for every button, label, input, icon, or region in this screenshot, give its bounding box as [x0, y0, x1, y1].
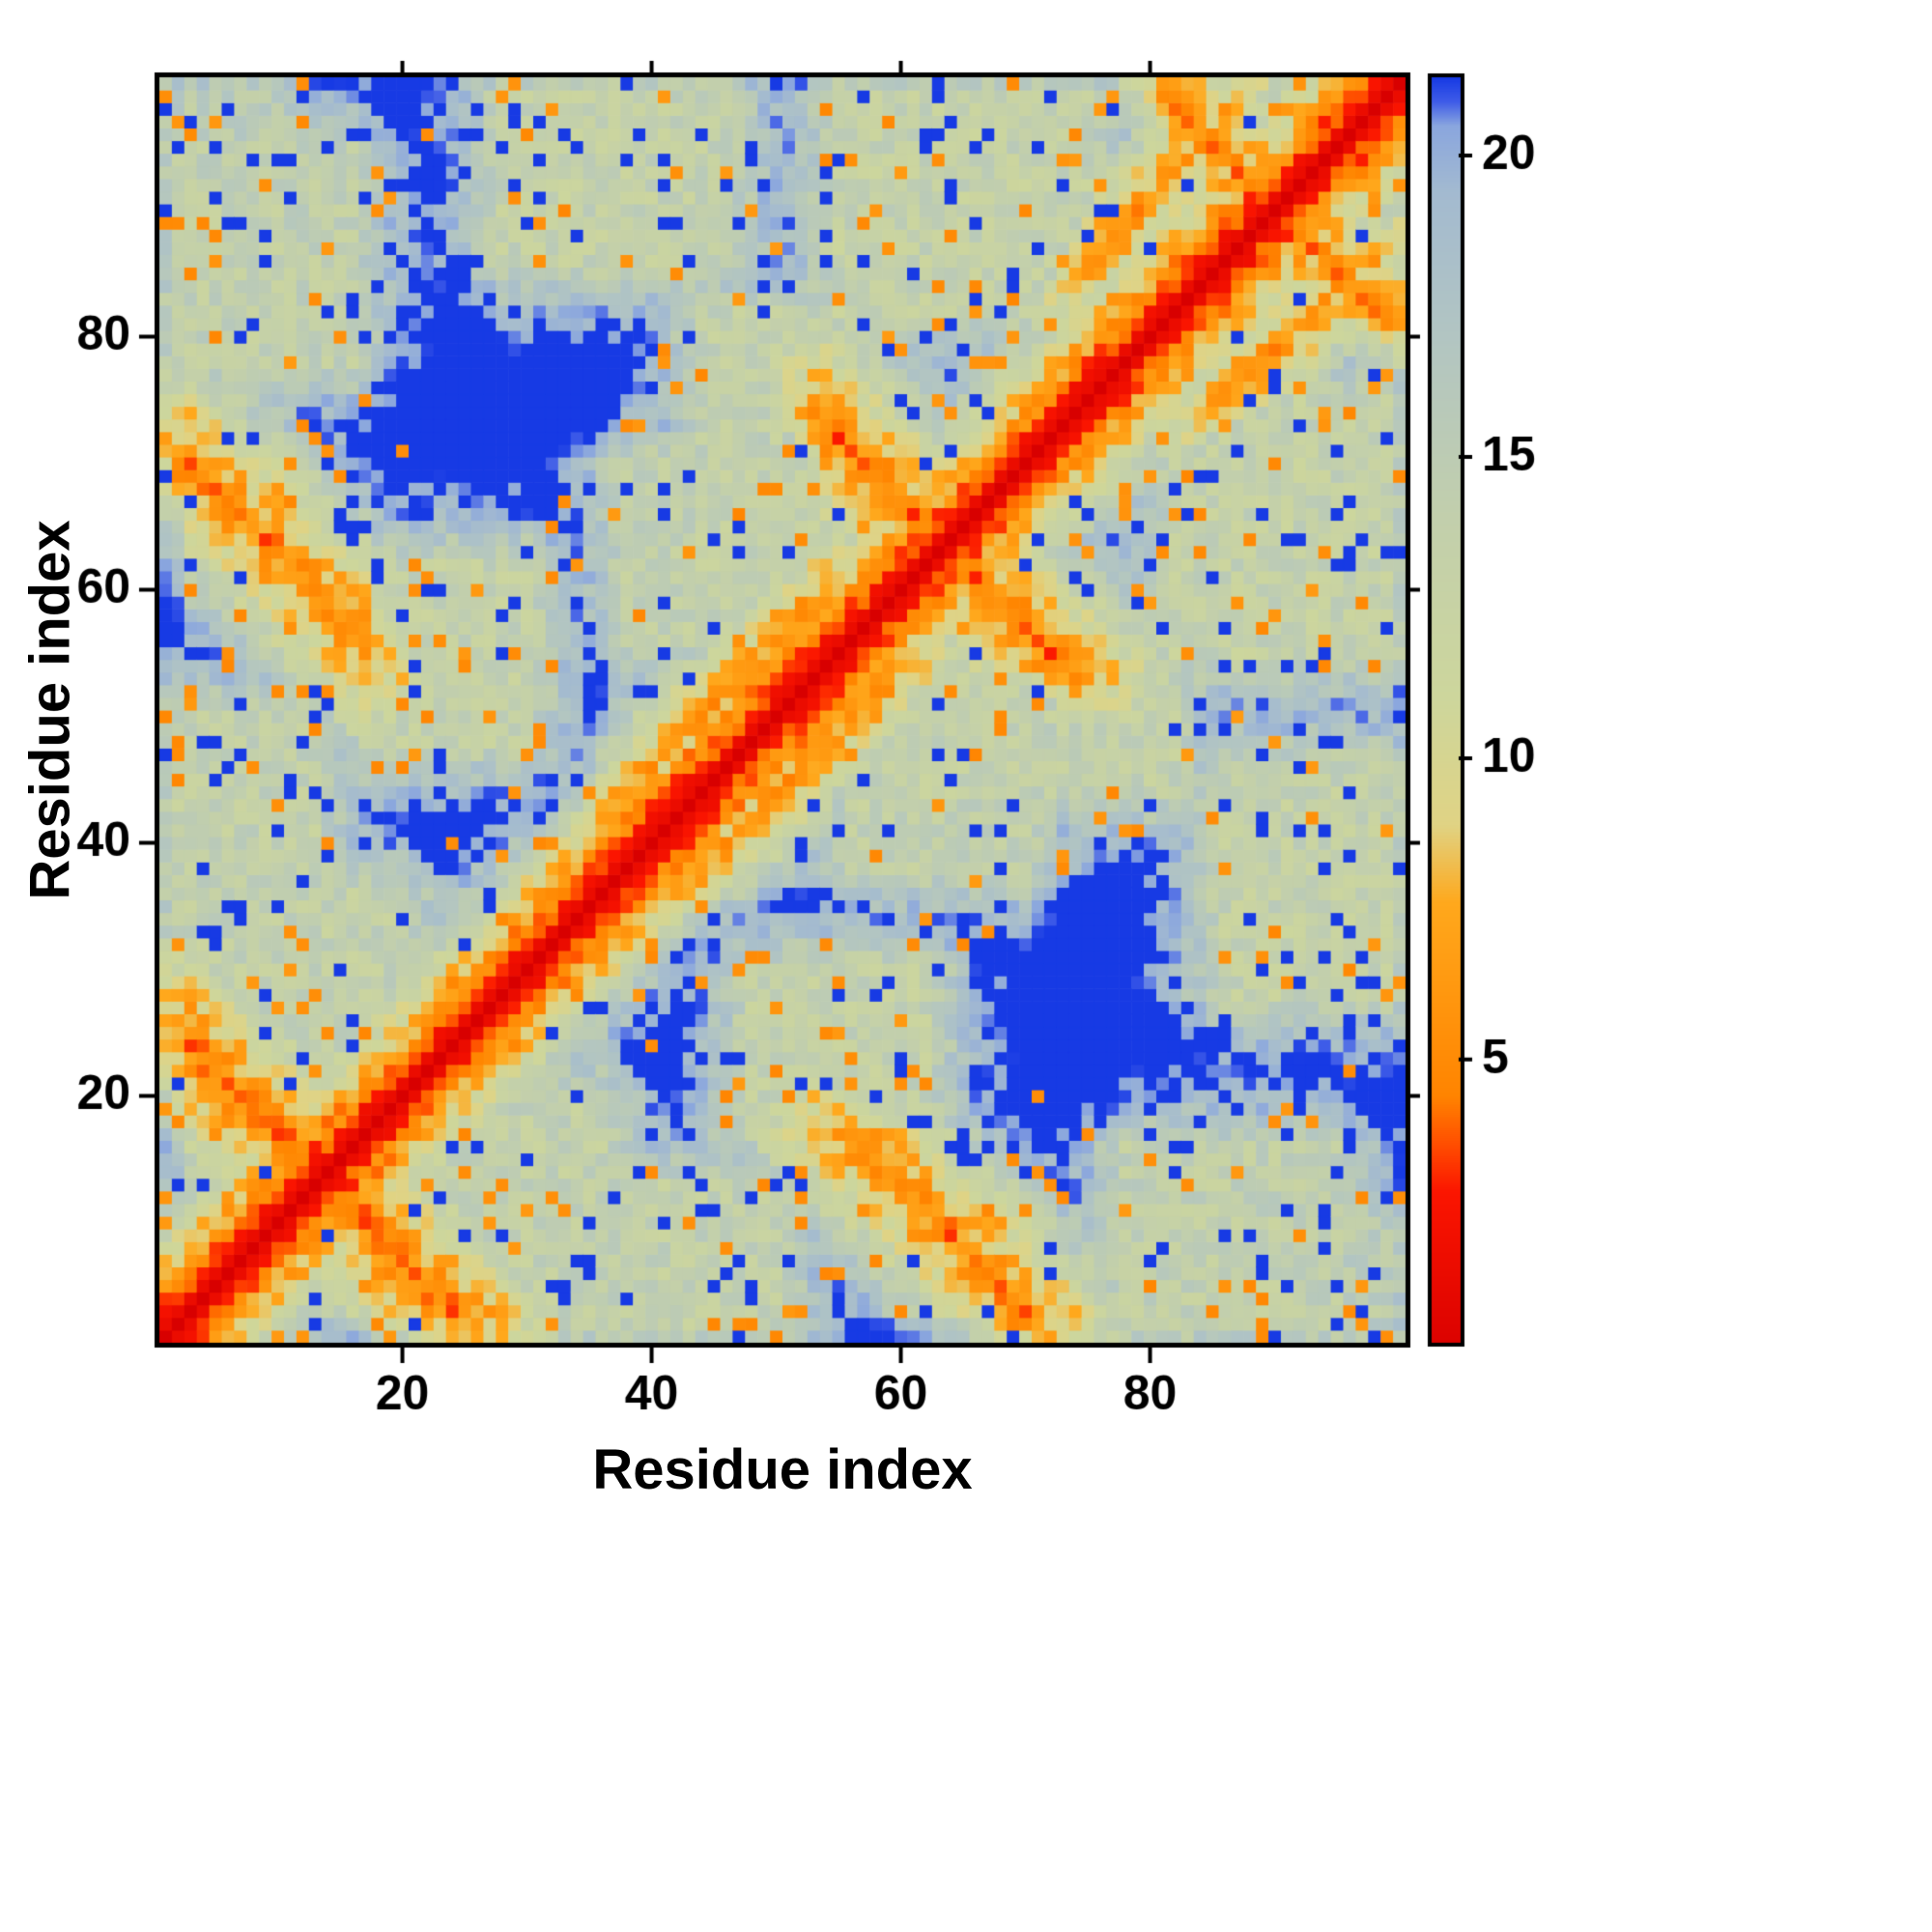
x-axis-label: Residue index — [592, 1438, 973, 1501]
y-axis-label: Residue index — [18, 520, 82, 900]
